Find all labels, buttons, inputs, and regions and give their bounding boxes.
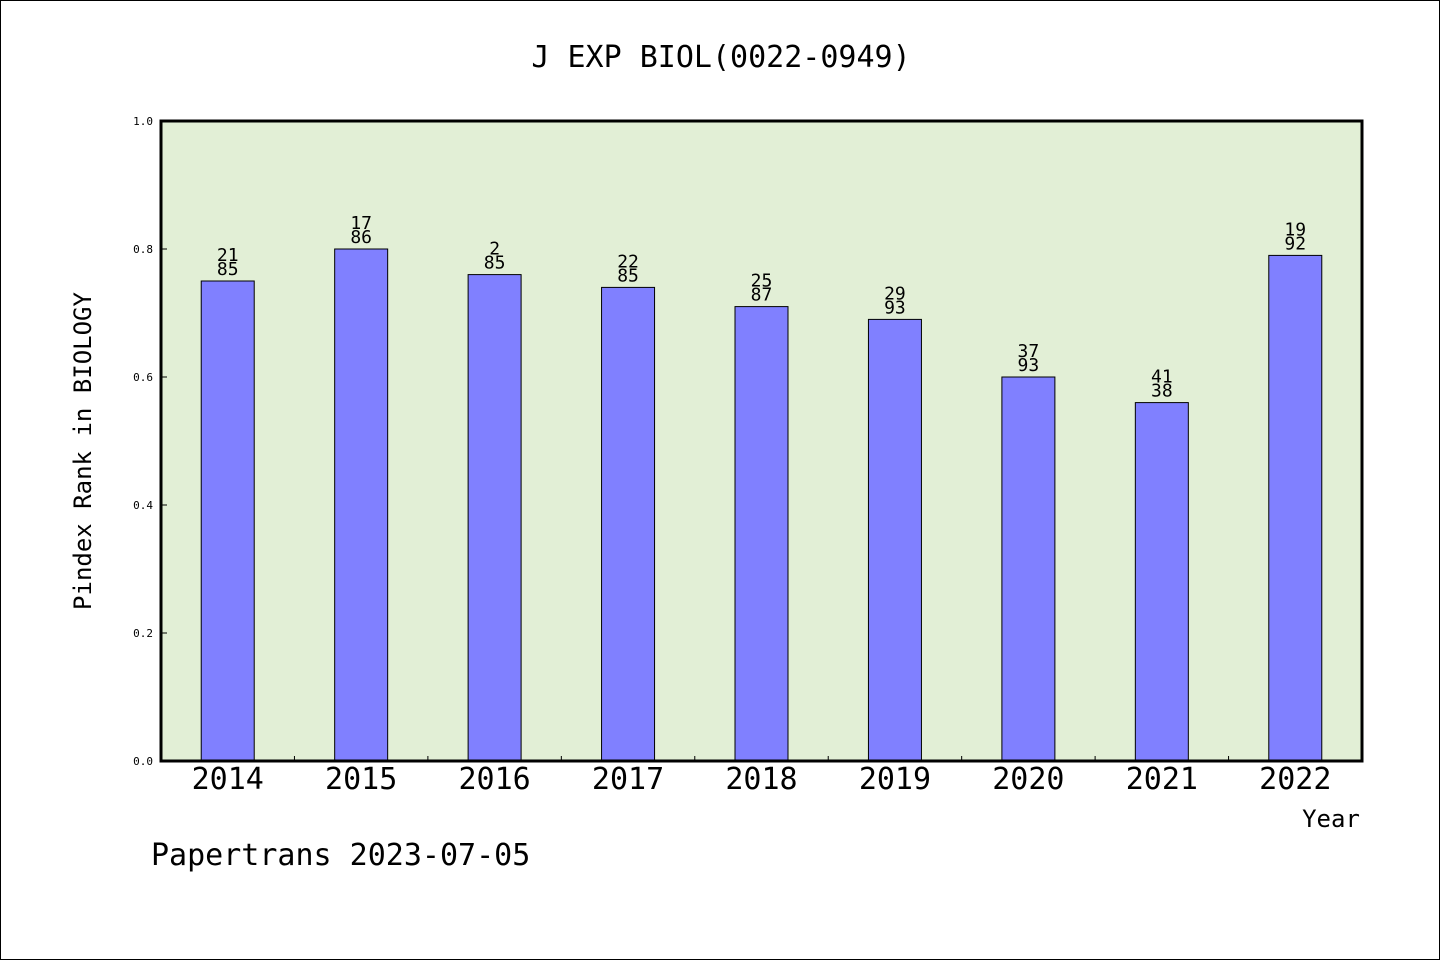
bar-label-top: 19 — [1284, 219, 1306, 240]
x-tick-label: 2014 — [192, 762, 264, 797]
x-tick-label: 2022 — [1259, 762, 1331, 797]
y-axis: 0.0 0.2 0.4 0.6 0.8 1.0 — [133, 115, 167, 768]
y-tick-label: 0.2 — [133, 627, 153, 640]
bar-2015 — [334, 248, 389, 762]
bar-label-top: 17 — [350, 213, 372, 234]
bar-2017 — [601, 286, 656, 762]
y-tick-label: 0.6 — [133, 371, 153, 384]
bar-2020 — [1001, 376, 1056, 762]
plot-border — [159, 119, 1364, 763]
bar-label-bottom: 93 — [1018, 355, 1040, 376]
y-tick-label: 0.0 — [133, 755, 153, 768]
bar-label-bottom: 87 — [751, 285, 773, 306]
bar-label-top: 29 — [884, 283, 906, 304]
y-tick-label: 0.8 — [133, 243, 153, 256]
bar-label-bottom: 86 — [350, 227, 372, 248]
footer-text: Papertrans 2023-07-05 — [151, 838, 530, 873]
bar-label-bottom: 85 — [617, 265, 639, 286]
bar-label-bottom: 93 — [884, 297, 906, 318]
bar-label-top: 41 — [1151, 367, 1173, 388]
bar-label-top: 2 — [489, 239, 500, 260]
x-tick-label: 2020 — [992, 762, 1064, 797]
x-tick-label: 2018 — [725, 762, 797, 797]
x-axis: 2014 2015 2016 2017 2018 2019 2020 2021 2022 — [192, 756, 1331, 797]
y-axis-label: Pindex Rank in BIOLOGY — [69, 292, 97, 610]
x-tick-label: 2019 — [859, 762, 931, 797]
x-tick-label: 2015 — [325, 762, 397, 797]
x-tick-label: 2017 — [592, 762, 664, 797]
bar-2022 — [1268, 254, 1323, 762]
chart-title: J EXP BIOL(0022-0949) — [531, 40, 910, 75]
bar-2014 — [200, 280, 255, 762]
y-tick-label: 0.4 — [133, 499, 153, 512]
bar-label-bottom: 85 — [484, 253, 506, 274]
y-tick-label: 1.0 — [133, 115, 153, 128]
x-tick-label: 2016 — [458, 762, 530, 797]
bar-2016 — [467, 274, 522, 762]
x-tick-label: 2021 — [1126, 762, 1198, 797]
bar-label-bottom: 92 — [1284, 233, 1306, 254]
bar-label-top: 25 — [751, 271, 773, 292]
bar-label-bottom: 85 — [217, 259, 239, 280]
bar-2019 — [867, 318, 922, 762]
bar-label-bottom: 38 — [1151, 381, 1173, 402]
bar-label-top: 21 — [217, 245, 239, 266]
bar-2021 — [1134, 402, 1189, 762]
x-axis-label: Year — [1302, 805, 1360, 833]
bar-label-top: 37 — [1018, 341, 1040, 362]
bar-2018 — [734, 306, 789, 762]
bar-label-top: 22 — [617, 251, 639, 272]
